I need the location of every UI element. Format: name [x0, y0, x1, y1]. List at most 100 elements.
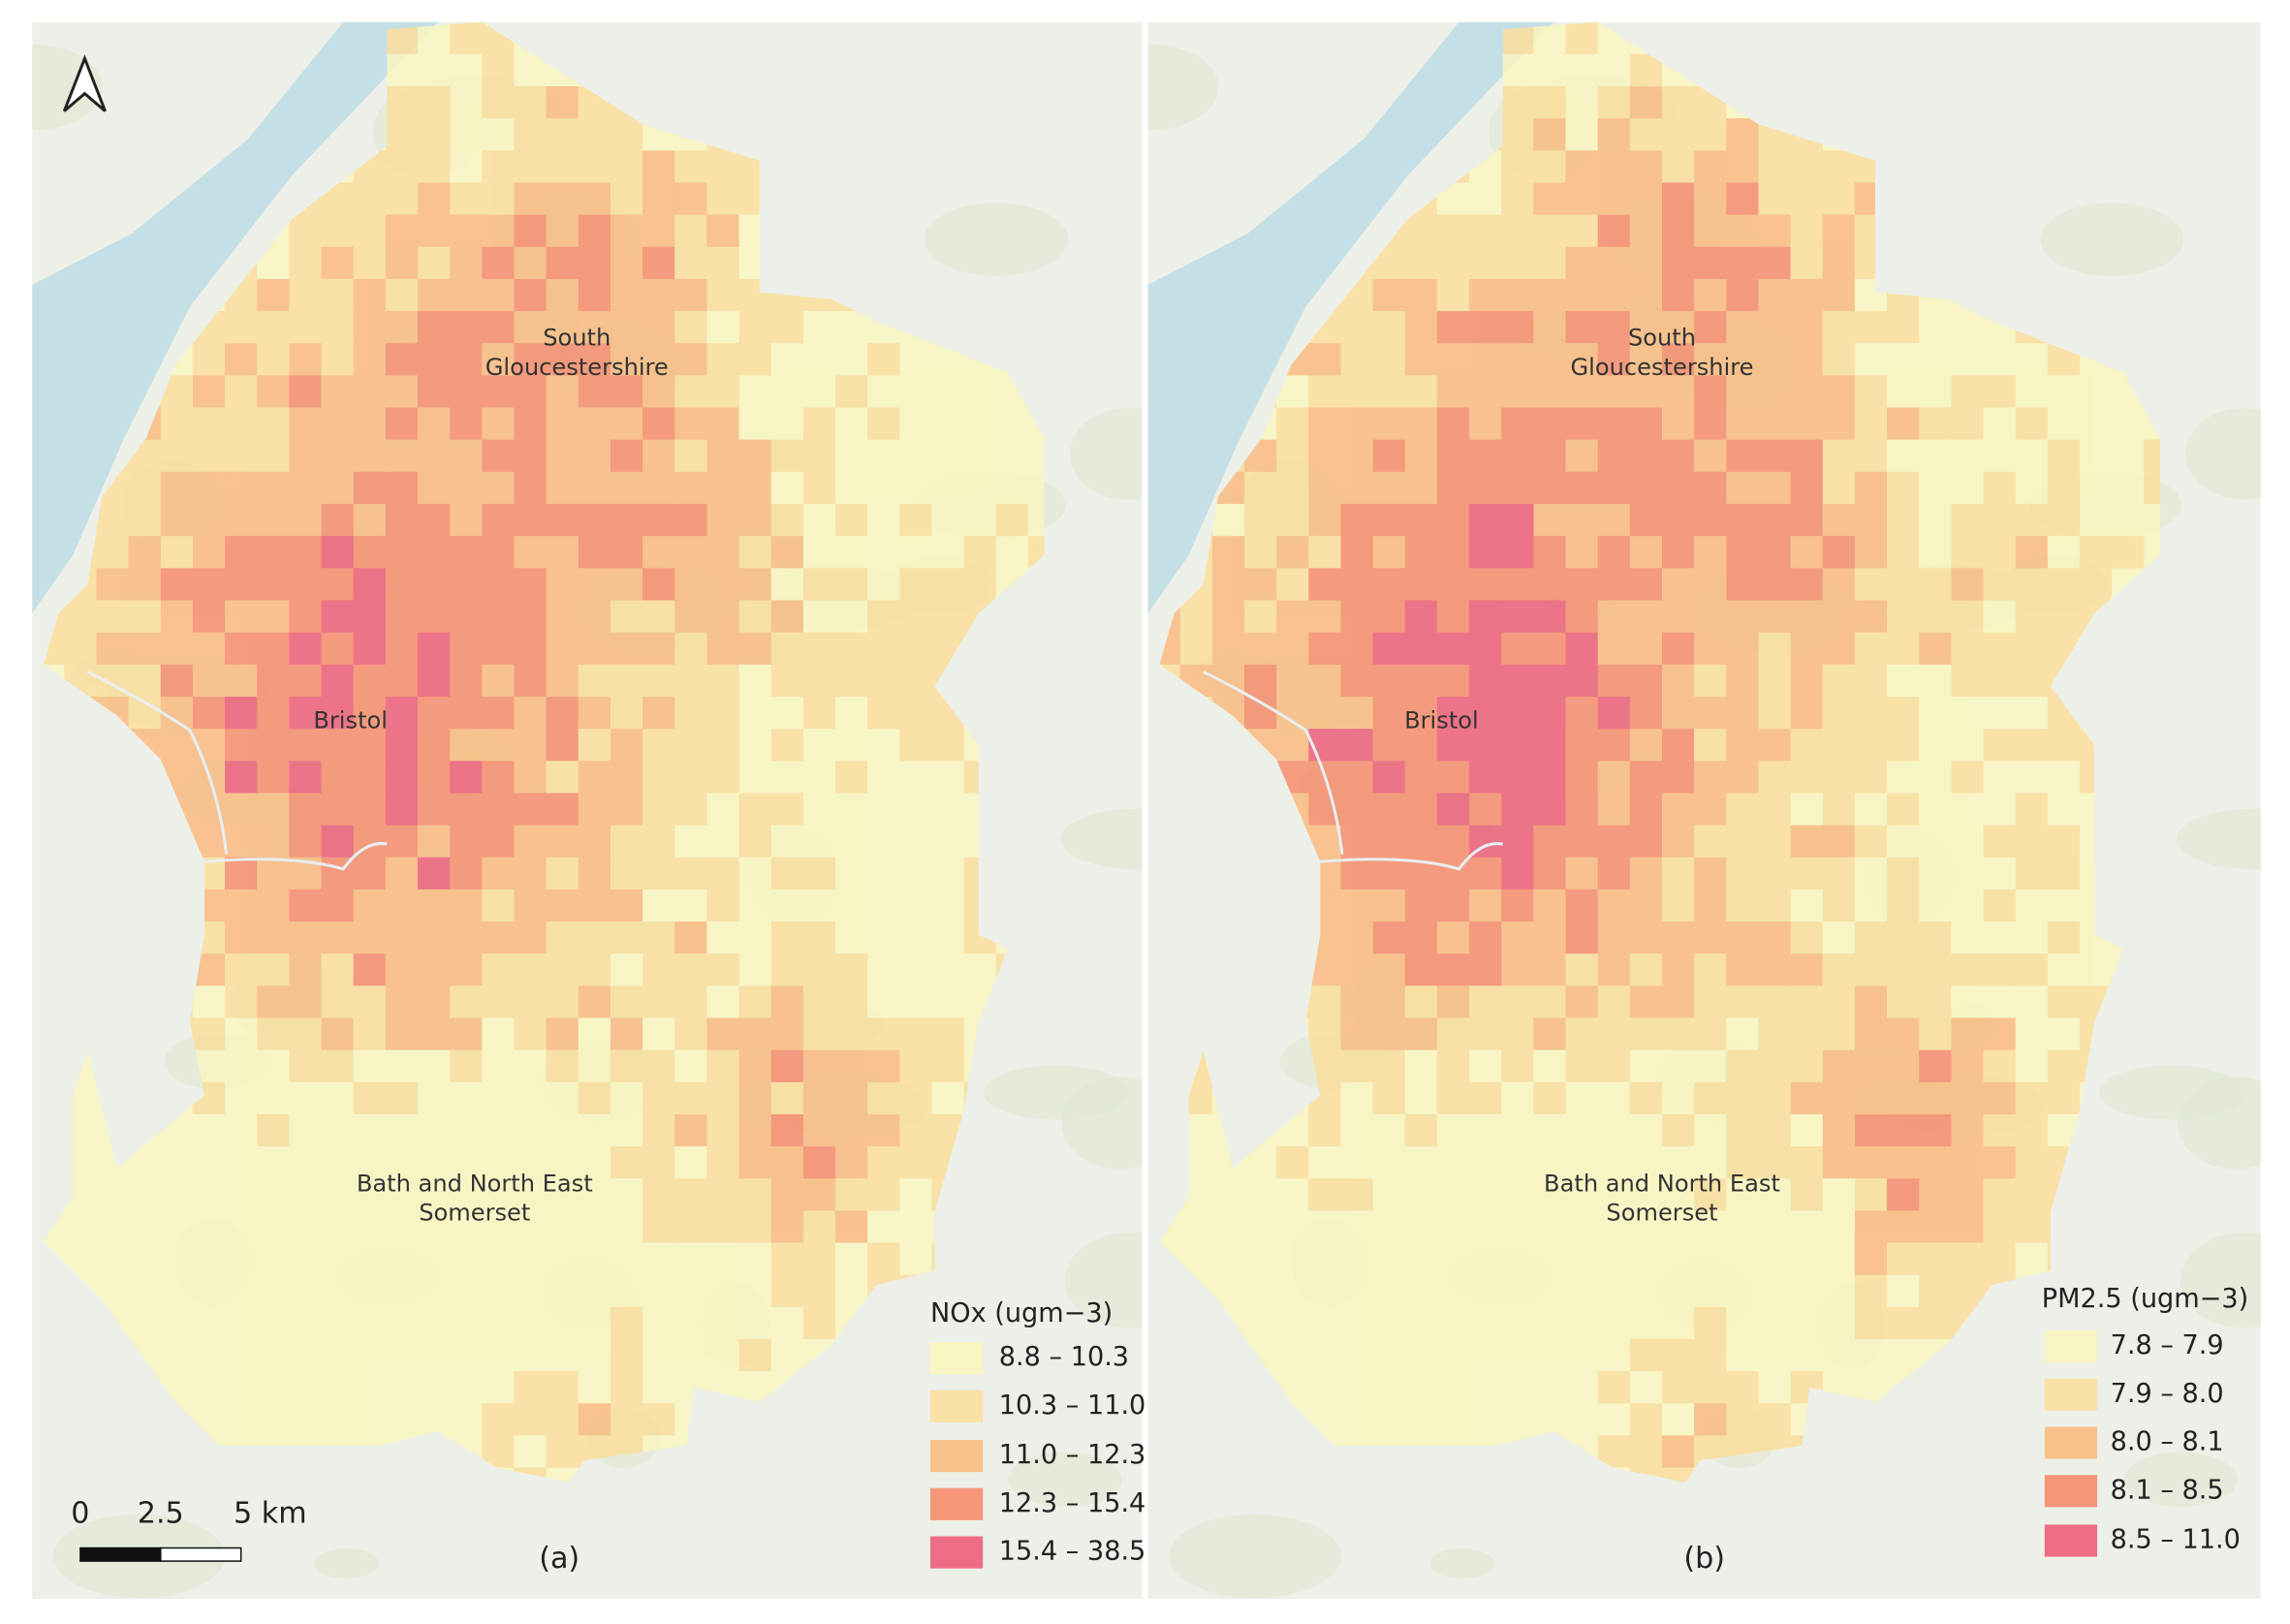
grid-cell	[257, 1017, 291, 1051]
grid-cell	[1533, 632, 1567, 666]
grid-cell	[1854, 311, 1888, 345]
grid-cell	[1661, 1081, 1695, 1115]
grid-cell	[1887, 1274, 1920, 1308]
grid-cell	[1372, 1049, 1406, 1083]
grid-cell	[514, 407, 548, 441]
grid-cell	[2144, 471, 2160, 505]
grid-cell	[450, 343, 484, 377]
grid-cell	[1822, 889, 1856, 922]
grid-cell	[578, 696, 612, 730]
grid-cell	[289, 375, 323, 409]
grid-cell	[835, 632, 868, 666]
grid-cell	[1854, 1210, 1888, 1244]
grid-cell	[257, 889, 291, 922]
grid-cell	[1533, 921, 1567, 954]
place-label: Bath and North East	[357, 1170, 593, 1197]
grid-cell	[514, 1403, 548, 1437]
grid-cell	[931, 953, 965, 987]
grid-cell	[353, 246, 387, 280]
grid-cell	[1501, 1242, 1535, 1276]
grid-cell	[1501, 696, 1535, 730]
grid-cell	[1565, 825, 1599, 859]
grid-cell	[1758, 696, 1792, 730]
grid-cell	[514, 1435, 548, 1469]
grid-cell	[257, 664, 291, 698]
grid-cell	[1919, 439, 1953, 473]
grid-cell	[353, 439, 387, 473]
grid-cell	[738, 1306, 772, 1340]
grid-cell	[289, 278, 323, 312]
grid-cell	[1276, 1242, 1310, 1276]
grid-cell	[1027, 439, 1045, 473]
grid-cell	[706, 1017, 740, 1051]
grid-cell	[128, 1178, 162, 1212]
grid-cell	[225, 1371, 258, 1405]
grid-cell	[482, 985, 516, 1019]
grid-cell	[867, 1242, 901, 1276]
grid-cell	[1308, 1274, 1342, 1308]
grid-cell	[1597, 343, 1631, 377]
grid-cell	[578, 1113, 612, 1147]
grid-cell	[674, 1113, 708, 1147]
legend-label: 7.9 – 8.0	[2111, 1379, 2224, 1409]
grid-cell	[1533, 439, 1567, 473]
grid-cell	[546, 1113, 580, 1147]
grid-cell	[257, 761, 291, 795]
grid-cell	[1758, 343, 1792, 377]
grid-cell	[1501, 471, 1535, 505]
grid-cell	[610, 568, 643, 602]
grid-cell	[1340, 1306, 1374, 1340]
grid-cell	[802, 825, 836, 859]
grid-cell	[1565, 1049, 1599, 1083]
grid-cell	[1790, 600, 1824, 634]
grid-cell	[1436, 214, 1470, 248]
grid-cell	[1436, 311, 1470, 345]
grid-cell	[450, 1339, 484, 1372]
grid-cell	[546, 1274, 580, 1308]
grid-cell	[1533, 1210, 1567, 1244]
place-label: Gloucestershire	[486, 354, 669, 381]
grid-cell	[192, 1210, 226, 1244]
grid-cell	[225, 985, 258, 1019]
grid-cell	[610, 504, 643, 537]
grid-cell	[1501, 375, 1535, 409]
grid-cell	[1661, 311, 1695, 345]
grid-cell	[802, 1017, 836, 1051]
grid-cell	[353, 696, 387, 730]
grid-cell	[1661, 1178, 1695, 1212]
grid-cell	[1469, 889, 1502, 922]
grid-cell	[1661, 150, 1695, 184]
grid-cell	[1629, 1274, 1663, 1308]
grid-cell	[160, 1146, 194, 1180]
grid-cell	[1243, 1242, 1277, 1276]
grid-cell	[1983, 1178, 2017, 1212]
grid-cell	[610, 375, 643, 409]
grid-cell	[321, 696, 355, 730]
grid-cell	[1919, 696, 1953, 730]
grid-cell	[482, 1178, 516, 1212]
grid-cell	[1404, 889, 1438, 922]
grid-cell	[353, 1339, 387, 1372]
grid-cell	[385, 1113, 419, 1147]
grid-cell	[2047, 407, 2081, 441]
grid-cell	[1436, 1178, 1470, 1212]
grid-cell	[192, 407, 226, 441]
grid-cell	[1372, 504, 1406, 537]
grid-cell	[1340, 953, 1374, 987]
grid-cell	[1597, 793, 1631, 827]
grid-cell	[1565, 1017, 1599, 1051]
panel-label: (b)	[1683, 1542, 1725, 1576]
grid-cell	[1822, 857, 1856, 890]
grid-cell	[931, 1081, 965, 1115]
grid-cell	[1597, 985, 1631, 1019]
grid-cell	[643, 953, 675, 987]
grid-cell	[1469, 729, 1502, 763]
grid-cell	[706, 246, 740, 280]
grid-cell	[770, 664, 804, 698]
grid-cell	[770, 857, 804, 890]
grid-cell	[1597, 536, 1631, 570]
grid-cell	[1822, 1339, 1856, 1372]
grid-cell	[1308, 600, 1342, 634]
grid-cell	[770, 761, 804, 795]
basemap-field	[924, 203, 1068, 276]
